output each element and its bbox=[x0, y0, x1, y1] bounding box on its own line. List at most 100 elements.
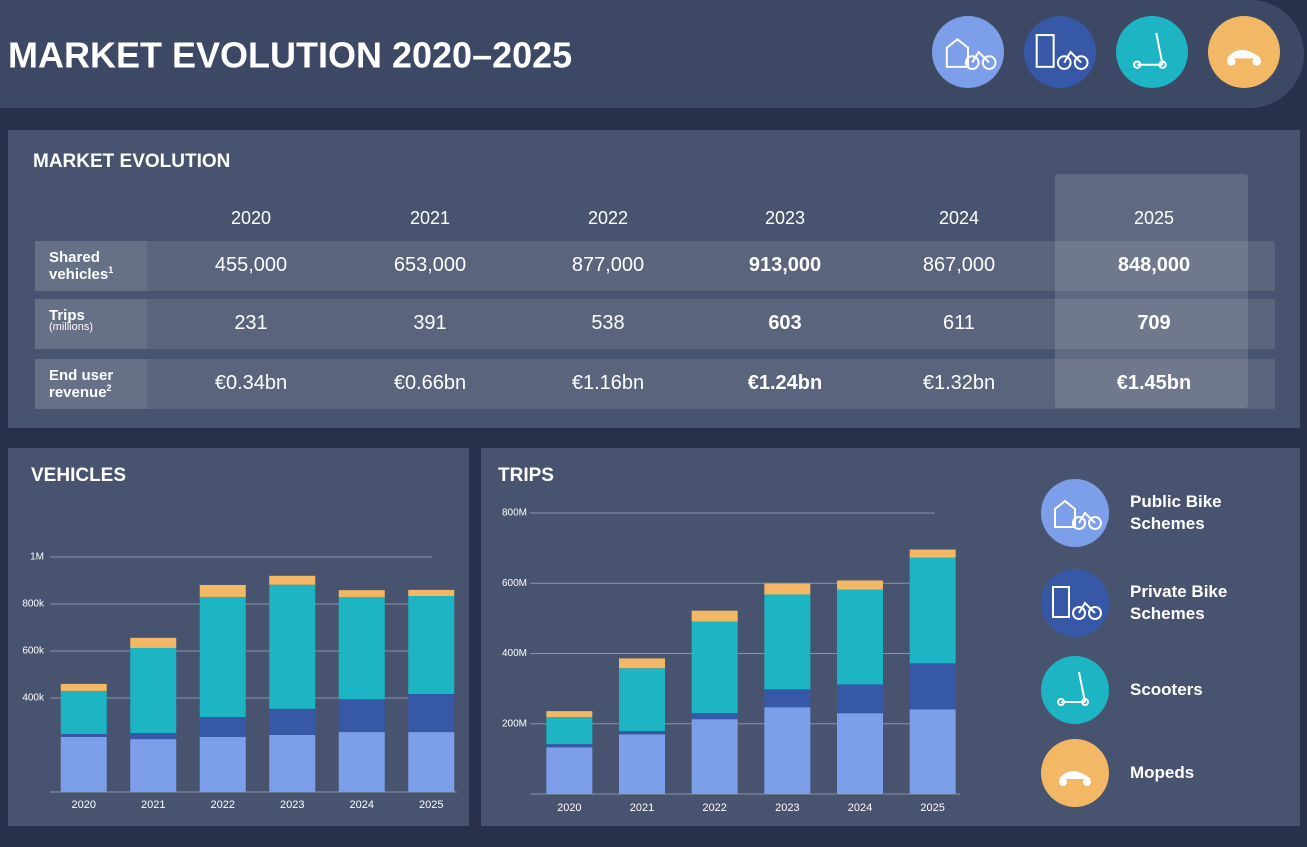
bar-segment bbox=[338, 597, 385, 700]
bar-segment bbox=[130, 647, 177, 734]
icon bbox=[1024, 16, 1096, 88]
icon bbox=[1041, 739, 1109, 807]
y-tick-label: 600k bbox=[22, 646, 45, 657]
y-tick-label: 200M bbox=[502, 718, 527, 729]
table-cell: 877,000 bbox=[571, 254, 645, 276]
icon-wheel bbox=[981, 55, 997, 70]
x-tick-label: 2020 bbox=[72, 799, 96, 811]
icon-moped bbox=[1227, 49, 1261, 59]
icon-wheel bbox=[1081, 698, 1089, 706]
icon-scooter bbox=[1137, 32, 1164, 66]
bar-segment bbox=[619, 731, 665, 735]
x-tick-label: 2022 bbox=[702, 802, 726, 814]
chart-title: VEHICLES bbox=[31, 465, 126, 486]
bar-segment bbox=[909, 663, 956, 710]
icon-wheel bbox=[1072, 516, 1086, 530]
icon-wheel bbox=[964, 55, 980, 70]
icon-wheel bbox=[1083, 778, 1091, 786]
bar-segment bbox=[60, 733, 107, 738]
table-cell: 455,000 bbox=[214, 254, 288, 276]
icon-wheel bbox=[1088, 516, 1102, 530]
table-cell: 913,000 bbox=[748, 254, 822, 276]
icon-frame bbox=[1063, 50, 1082, 64]
row-label-box bbox=[35, 299, 147, 349]
icon-building bbox=[1052, 586, 1070, 618]
bar-segment bbox=[130, 637, 177, 648]
bar-segment bbox=[909, 709, 956, 794]
row-band bbox=[35, 359, 1275, 409]
icon bbox=[932, 16, 1004, 88]
icon-wheel bbox=[1057, 698, 1065, 706]
y-tick-label: 1M bbox=[30, 552, 44, 563]
bar-segment bbox=[691, 713, 738, 720]
bar-segment bbox=[691, 621, 738, 714]
icon-frame bbox=[1078, 601, 1096, 614]
table-cell: 867,000 bbox=[922, 254, 996, 276]
bar-segment bbox=[199, 596, 246, 718]
chart-title: TRIPS bbox=[498, 465, 554, 486]
column-header: 2022 bbox=[588, 208, 628, 228]
x-tick-label: 2020 bbox=[557, 802, 581, 814]
bar-segment bbox=[619, 734, 665, 794]
table-cell: €0.34bn bbox=[214, 372, 288, 394]
table-cell: 848,000 bbox=[1117, 254, 1191, 276]
bar-segment bbox=[130, 733, 177, 740]
bar-segment bbox=[837, 713, 883, 794]
x-tick-label: 2023 bbox=[280, 799, 304, 811]
table-cell: 391 bbox=[413, 312, 447, 334]
column-header: 2025 bbox=[1134, 208, 1174, 228]
bar-segment bbox=[619, 658, 665, 669]
icon-wheel bbox=[1158, 60, 1167, 69]
table-cell: 231 bbox=[234, 312, 268, 334]
bar-segment bbox=[130, 739, 177, 792]
x-tick-label: 2021 bbox=[630, 802, 654, 814]
row-band bbox=[35, 241, 1275, 291]
x-tick-label: 2024 bbox=[848, 802, 872, 814]
bar-segment bbox=[764, 594, 811, 690]
bar-segment bbox=[764, 689, 811, 708]
bar-segment bbox=[408, 589, 455, 597]
highlight-column bbox=[1055, 174, 1248, 408]
bar-segment bbox=[837, 589, 883, 685]
table-cell: 611 bbox=[943, 312, 975, 334]
icon-building bbox=[945, 38, 969, 68]
legend-label: Mopeds bbox=[1130, 763, 1195, 782]
icon-wheel bbox=[1252, 57, 1261, 66]
bar-segment bbox=[338, 732, 385, 792]
label-part: 1 bbox=[108, 265, 114, 275]
column-header: 2023 bbox=[765, 208, 805, 228]
bar-segment bbox=[269, 575, 316, 585]
icon-frame bbox=[971, 50, 990, 64]
bar-segment bbox=[408, 596, 455, 695]
table-cell: €1.24bn bbox=[747, 372, 823, 394]
icon-wheel bbox=[1056, 55, 1072, 70]
table-cell: €1.32bn bbox=[922, 372, 996, 394]
legend-label: Private Bike Schemes bbox=[1130, 582, 1228, 623]
icon-circle bbox=[1041, 656, 1109, 724]
bar-segment bbox=[764, 583, 811, 595]
row-label-box bbox=[35, 359, 147, 409]
table-cell: €1.45bn bbox=[1116, 372, 1192, 394]
bar-segment bbox=[199, 584, 246, 597]
column-header: 2020 bbox=[231, 208, 271, 228]
bar-segment bbox=[338, 590, 385, 598]
bar-segment bbox=[199, 737, 246, 792]
x-tick-label: 2023 bbox=[775, 802, 799, 814]
icon bbox=[1208, 16, 1280, 88]
icon-wheel bbox=[1072, 606, 1086, 620]
bar-segment bbox=[909, 549, 956, 558]
x-tick-label: 2021 bbox=[141, 799, 165, 811]
table-cell: €0.66bn bbox=[393, 372, 467, 394]
bar-segment bbox=[60, 737, 107, 792]
bar-segment bbox=[60, 690, 107, 734]
bar-segment bbox=[837, 580, 883, 590]
bar-segment bbox=[408, 732, 455, 792]
icon-wheel bbox=[1133, 60, 1142, 69]
bar-segment bbox=[269, 708, 316, 735]
table-cell: 603 bbox=[768, 312, 802, 334]
x-tick-label: 2025 bbox=[920, 802, 944, 814]
bar-segment bbox=[269, 584, 316, 709]
column-header: 2021 bbox=[410, 208, 450, 228]
row-label: End user revenue2 bbox=[49, 368, 127, 400]
